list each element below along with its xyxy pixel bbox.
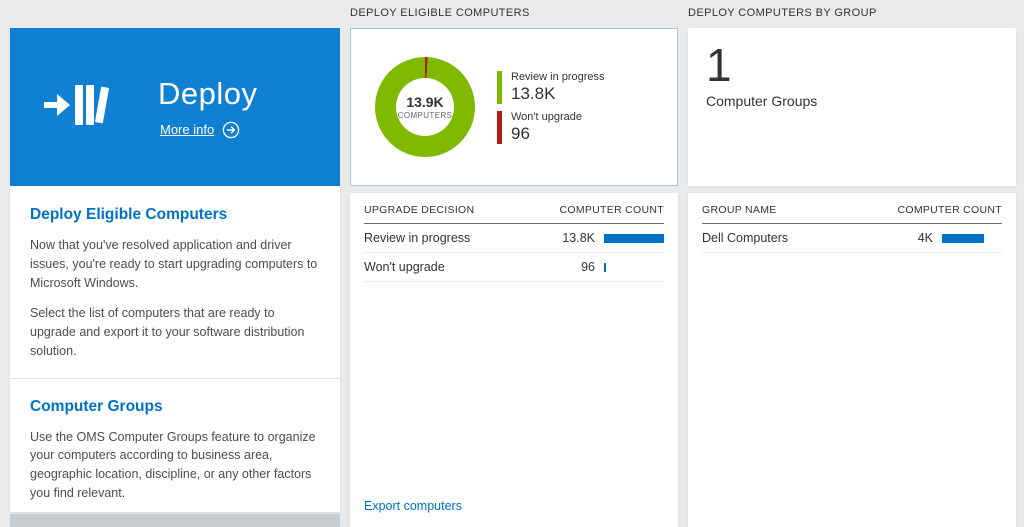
donut-center-value: 13.9K	[406, 94, 444, 110]
more-info-link[interactable]: More info	[160, 122, 215, 137]
section-paragraph: Now that you've resolved application and…	[30, 238, 318, 290]
deploy-tile[interactable]: Deploy More info	[10, 28, 340, 186]
legend-value: 13.8K	[511, 83, 556, 103]
table-header: GROUP NAME COMPUTER COUNT	[702, 193, 1002, 224]
col-computer-count: COMPUTER COUNT	[897, 204, 1002, 216]
row-bar-track	[942, 233, 1002, 243]
deploy-tile-text: Deploy More info	[158, 76, 258, 139]
legend-value: 96	[511, 123, 530, 143]
deploy-description-panel: Deploy Eligible Computers Now that you'v…	[10, 186, 340, 512]
more-info-row: More info	[160, 121, 258, 139]
section-paragraph: Use the OMS Computer Groups feature to o…	[30, 429, 316, 500]
deploy-tile-title: Deploy	[158, 75, 258, 111]
left-header-spacer	[10, 0, 340, 28]
row-value: 4K	[917, 231, 933, 245]
row-value: 96	[581, 260, 595, 274]
table-row-wont-upgrade[interactable]: Won't upgrade 96	[364, 253, 664, 282]
groups-column-header: DEPLOY COMPUTERS BY GROUP	[688, 7, 877, 19]
row-value: 13.8K	[562, 231, 595, 245]
computer-groups-tile[interactable]: 1 Computer Groups	[688, 28, 1016, 186]
deploy-eligible-computers-column: DEPLOY ELIGIBLE COMPUTERS 13.9K COMPUTER…	[350, 0, 678, 527]
section-heading: Computer Groups	[30, 397, 163, 415]
row-bar	[604, 233, 664, 243]
legend-label: Won't upgrade	[511, 110, 583, 123]
row-label: Review in progress	[364, 231, 471, 245]
table-header: UPGRADE DECISION COMPUTER COUNT	[364, 193, 664, 224]
computer-groups-table: GROUP NAME COMPUTER COUNT Dell Computers…	[688, 193, 1016, 527]
row-label: Dell Computers	[702, 231, 789, 245]
eligible-column-header: DEPLOY ELIGIBLE COMPUTERS	[350, 7, 530, 19]
deploy-icon	[42, 77, 114, 138]
upgrade-decision-table: UPGRADE DECISION COMPUTER COUNT Review i…	[350, 193, 678, 527]
table-row-dell-computers[interactable]: Dell Computers 4K	[702, 224, 1002, 253]
section-paragraph: Select the list of computers that are re…	[30, 306, 305, 358]
donut-legend: Review in progress 13.8K Won't upgrade 9…	[497, 64, 605, 151]
legend-item-wont-upgrade: Won't upgrade 96	[497, 110, 605, 144]
section-computer-groups: Computer Groups Use the OMS Computer Gro…	[30, 398, 320, 503]
legend-swatch-red	[497, 110, 502, 144]
legend-item-review-in-progress: Review in progress 13.8K	[497, 70, 605, 104]
donut-center: 13.9K COMPUTERS	[396, 78, 454, 136]
section-divider	[10, 377, 340, 379]
col-upgrade-decision: UPGRADE DECISION	[364, 204, 475, 216]
legend-label: Review in progress	[511, 70, 605, 83]
legend-swatch-green	[497, 70, 502, 104]
deploy-overview-column: Deploy More info Deploy Eligible Compute…	[10, 0, 340, 527]
more-info-arrow-icon[interactable]	[222, 121, 240, 139]
section-heading: Deploy Eligible Computers	[30, 206, 228, 223]
donut-center-label: COMPUTERS	[397, 111, 453, 120]
col-computer-count: COMPUTER COUNT	[559, 204, 664, 216]
left-panel-bottom-strip	[10, 514, 340, 527]
row-label: Won't upgrade	[364, 260, 445, 274]
row-bar-track	[604, 233, 664, 243]
section-deploy-eligible-computers: Deploy Eligible Computers Now that you'v…	[30, 206, 320, 361]
table-row-review-in-progress[interactable]: Review in progress 13.8K	[364, 224, 664, 253]
col-group-name: GROUP NAME	[702, 204, 777, 216]
donut-ring: 13.9K COMPUTERS	[375, 57, 475, 157]
eligible-computers-tile[interactable]: 13.9K COMPUTERS Review in progress 13.8K…	[350, 28, 678, 186]
row-bar	[604, 262, 606, 272]
group-count-value: 1	[706, 39, 732, 91]
row-bar-track	[604, 262, 664, 272]
deploy-computers-by-group-column: DEPLOY COMPUTERS BY GROUP 1 Computer Gro…	[688, 0, 1016, 527]
row-bar	[942, 233, 984, 243]
export-computers-link[interactable]: Export computers	[364, 499, 462, 513]
group-count-label: Computer Groups	[706, 92, 818, 109]
